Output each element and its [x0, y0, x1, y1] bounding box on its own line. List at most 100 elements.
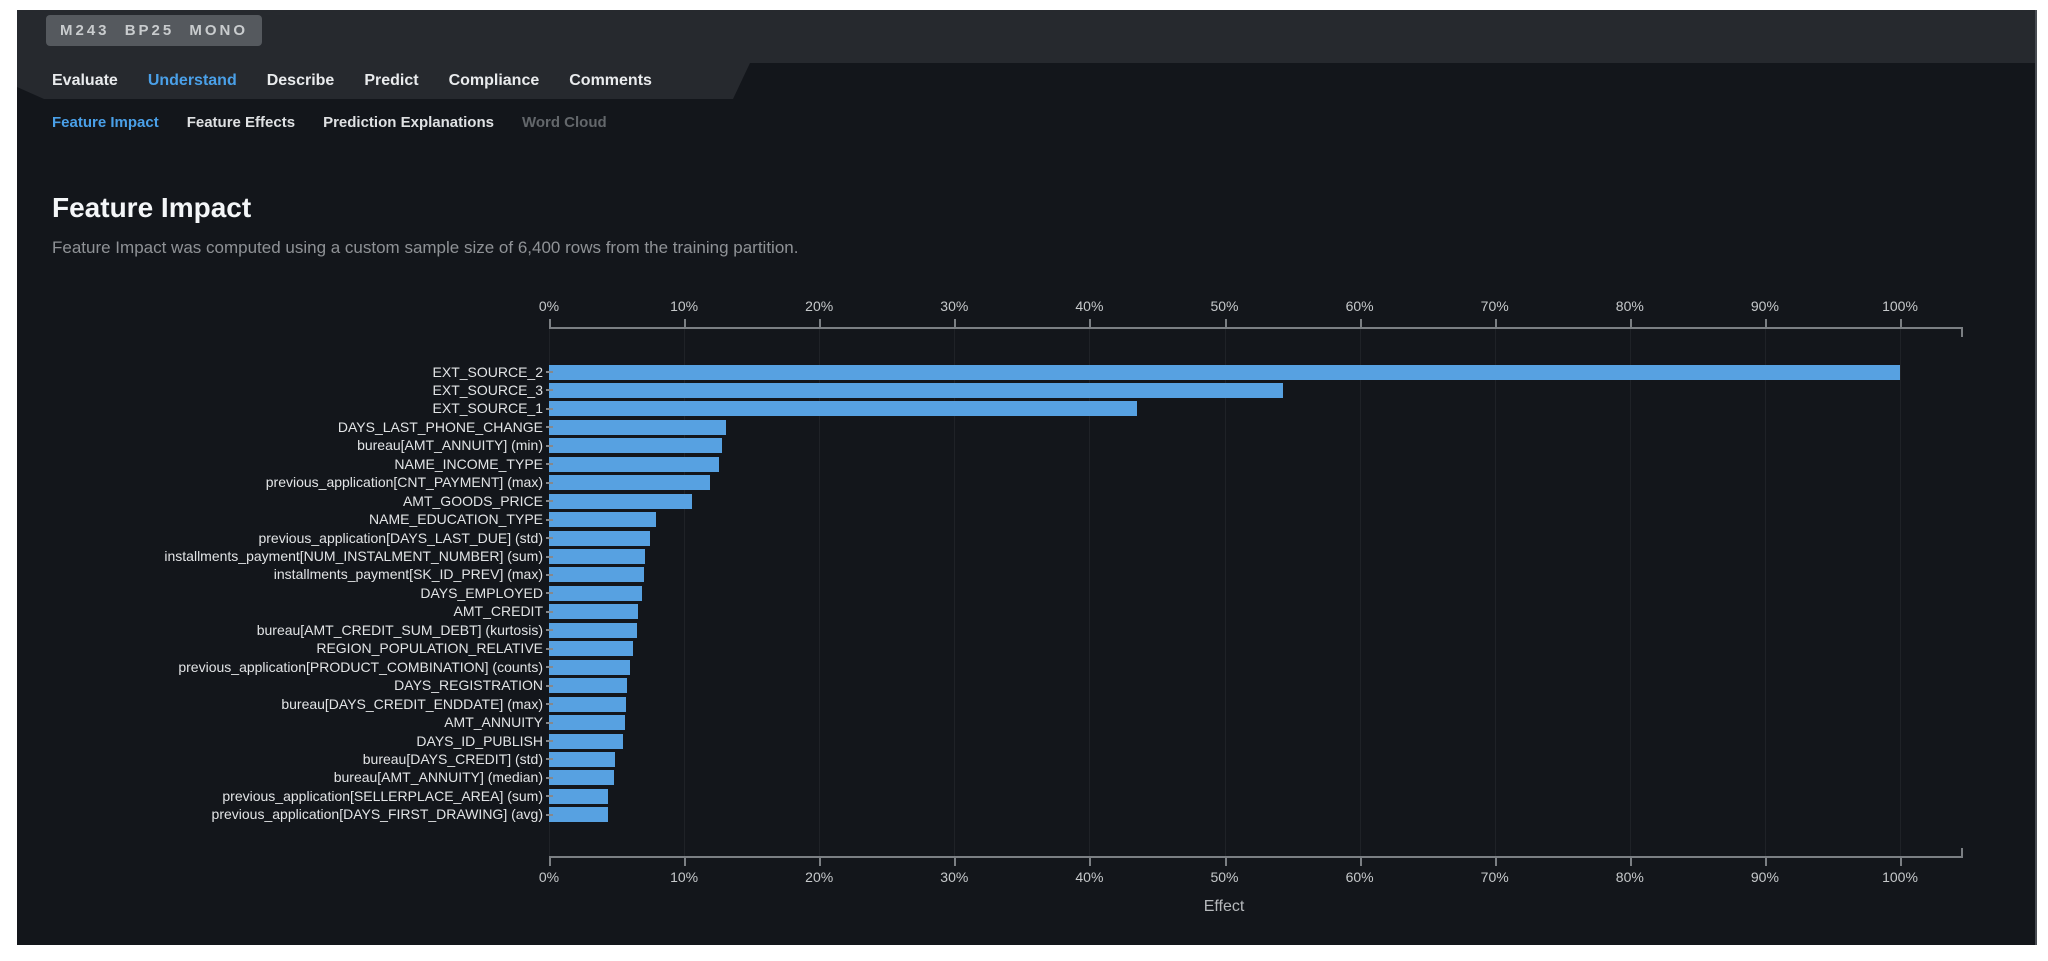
impact-bar-bureau-amt-annuity-min[interactable]	[549, 438, 722, 454]
feature-label: previous_application[DAYS_FIRST_DRAWING]…	[211, 806, 543, 823]
top-axis-tick-label: 0%	[538, 298, 560, 314]
impact-bar-name-income-type[interactable]	[549, 456, 720, 472]
bottom-axis-tick	[1900, 858, 1902, 866]
impact-bar-bureau-days-credit-std[interactable]	[549, 751, 616, 767]
top-axis-tick	[819, 319, 822, 327]
top-axis-tick	[954, 319, 957, 327]
tab-compliance[interactable]: Compliance	[448, 72, 540, 89]
bottom-axis-tick-label: 60%	[1345, 869, 1374, 885]
tab-list: Evaluate Understand Describe Predict Complia…	[52, 63, 652, 99]
feature-label: DAYS_EMPLOYED	[420, 584, 543, 601]
top-axis-tick-label: 100%	[1882, 298, 1918, 314]
bottom-axis-tick-label: 100%	[1882, 869, 1918, 885]
y-axis-tick	[546, 610, 553, 613]
impact-bar-previous-application-sellerplace-area-sum[interactable]	[549, 788, 609, 804]
feature-label: EXT_SOURCE_1	[432, 400, 543, 417]
top-axis-tick-label: 30%	[940, 298, 969, 314]
y-axis-tick	[546, 666, 553, 669]
impact-bar-previous-application-cnt-payment-max[interactable]	[549, 475, 710, 491]
y-axis-tick	[546, 795, 553, 798]
feature-label: bureau[AMT_ANNUITY] (min)	[357, 437, 543, 454]
impact-bar-amt-credit[interactable]	[549, 604, 639, 620]
impact-bar-amt-goods-price[interactable]	[549, 493, 693, 509]
y-axis-tick	[546, 518, 553, 521]
gridline	[1224, 329, 1226, 856]
top-axis-tick-label: 20%	[805, 298, 834, 314]
feature-label: NAME_INCOME_TYPE	[394, 455, 543, 472]
bottom-axis-tick	[1629, 858, 1632, 866]
feature-label: AMT_CREDIT	[453, 603, 543, 620]
impact-bar-days-id-publish[interactable]	[549, 733, 624, 749]
feature-label: bureau[DAYS_CREDIT] (std)	[362, 750, 543, 767]
bottom-axis-tick	[684, 858, 687, 866]
y-axis-tick	[546, 758, 553, 761]
bottom-axis-tick-label: 50%	[1210, 869, 1239, 885]
gridline	[1494, 329, 1496, 856]
impact-bar-days-last-phone-change[interactable]	[549, 419, 726, 435]
y-axis-tick	[546, 444, 553, 447]
model-badge: M243 BP25 MONO	[46, 15, 263, 46]
subtab-word-cloud: Word Cloud	[521, 114, 607, 131]
y-axis-tick	[546, 407, 553, 410]
tab-predict[interactable]: Predict	[364, 72, 419, 89]
subtab-feature-impact[interactable]: Feature Impact	[52, 114, 159, 131]
y-axis-tick	[546, 813, 553, 816]
impact-bar-amt-annuity[interactable]	[549, 715, 625, 731]
impact-bar-bureau-amt-credit-sum-debt-kurtosis[interactable]	[549, 622, 637, 638]
tab-describe[interactable]: Describe	[266, 72, 335, 89]
gridline	[819, 329, 821, 856]
y-axis-tick	[546, 592, 553, 595]
feature-label: EXT_SOURCE_3	[432, 381, 543, 398]
feature-label: previous_application[CNT_PAYMENT] (max)	[265, 474, 543, 491]
feature-label: previous_application[DAYS_LAST_DUE] (std…	[258, 529, 543, 546]
x-axis-title: Effect	[1203, 898, 1245, 915]
top-axis-tick-label: 90%	[1750, 298, 1779, 314]
page-description: Feature Impact was computed using a cust…	[52, 238, 799, 257]
impact-bar-previous-application-days-first-drawing-avg[interactable]	[549, 807, 609, 823]
y-axis-tick	[546, 684, 553, 687]
subtab-bar: Feature Impact Feature Effects Prediction …	[52, 114, 607, 131]
y-axis-tick	[546, 629, 553, 632]
feature-label: DAYS_LAST_PHONE_CHANGE	[337, 418, 543, 435]
impact-bar-installments-payment-num-instalment-number-sum[interactable]	[549, 549, 645, 564]
impact-bar-ext-source-1[interactable]	[549, 401, 1137, 417]
y-axis-tick	[546, 481, 553, 484]
tab-understand[interactable]: Understand	[147, 72, 237, 89]
feature-label: REGION_POPULATION_RELATIVE	[316, 640, 543, 657]
impact-bar-previous-application-product-combination-counts[interactable]	[549, 659, 631, 675]
y-axis-tick	[546, 426, 553, 429]
top-axis-tick	[1494, 319, 1497, 327]
impact-bar-days-employed[interactable]	[549, 585, 643, 601]
y-axis-tick	[546, 721, 553, 724]
feature-label: bureau[AMT_ANNUITY] (median)	[333, 769, 543, 786]
impact-bar-bureau-days-credit-enddate-max[interactable]	[549, 696, 626, 712]
impact-bar-ext-source-3[interactable]	[549, 382, 1283, 398]
tab-evaluate[interactable]: Evaluate	[52, 72, 118, 89]
feature-label: DAYS_REGISTRATION	[394, 677, 543, 694]
top-axis-tick	[1629, 319, 1632, 327]
impact-bar-installments-payment-sk-id-prev-max[interactable]	[549, 567, 644, 583]
bottom-axis-tick-label: 10%	[670, 869, 699, 885]
feature-label: installments_payment[NUM_INSTALMENT_NUMB…	[164, 548, 543, 564]
impact-bar-days-registration[interactable]	[549, 678, 628, 694]
top-axis-tick	[684, 319, 687, 327]
subtab-feature-effects[interactable]: Feature Effects	[186, 114, 296, 131]
bottom-axis-tick	[1494, 858, 1497, 866]
impact-bar-previous-application-days-last-due-std[interactable]	[549, 530, 651, 546]
impact-bar-region-population-relative[interactable]	[549, 641, 633, 657]
gridline	[1764, 329, 1766, 856]
tab-bar: Evaluate Understand Describe Predict Complia…	[17, 63, 750, 99]
bottom-axis-tick-label: 40%	[1075, 869, 1104, 885]
feature-label: previous_application[SELLERPLACE_AREA] (…	[222, 787, 543, 804]
impact-bar-bureau-amt-annuity-median[interactable]	[549, 770, 614, 786]
gridline	[1629, 329, 1631, 856]
feature-impact-chart: Effect 0% 0% 10% 10% 20% 20% 30% 30% 40% 40% 50% 50…	[17, 10, 2035, 945]
feature-label: previous_application[PRODUCT_COMBINATION…	[178, 658, 543, 675]
subtab-prediction-explanations[interactable]: Prediction Explanations	[323, 114, 494, 131]
feature-label: AMT_GOODS_PRICE	[402, 492, 543, 509]
impact-bar-name-education-type[interactable]	[549, 512, 656, 528]
tab-comments[interactable]: Comments	[569, 72, 652, 89]
impact-bar-ext-source-2[interactable]	[549, 364, 1900, 380]
bottom-axis-tick-label: 30%	[940, 869, 969, 885]
top-axis-tick	[1900, 319, 1902, 327]
